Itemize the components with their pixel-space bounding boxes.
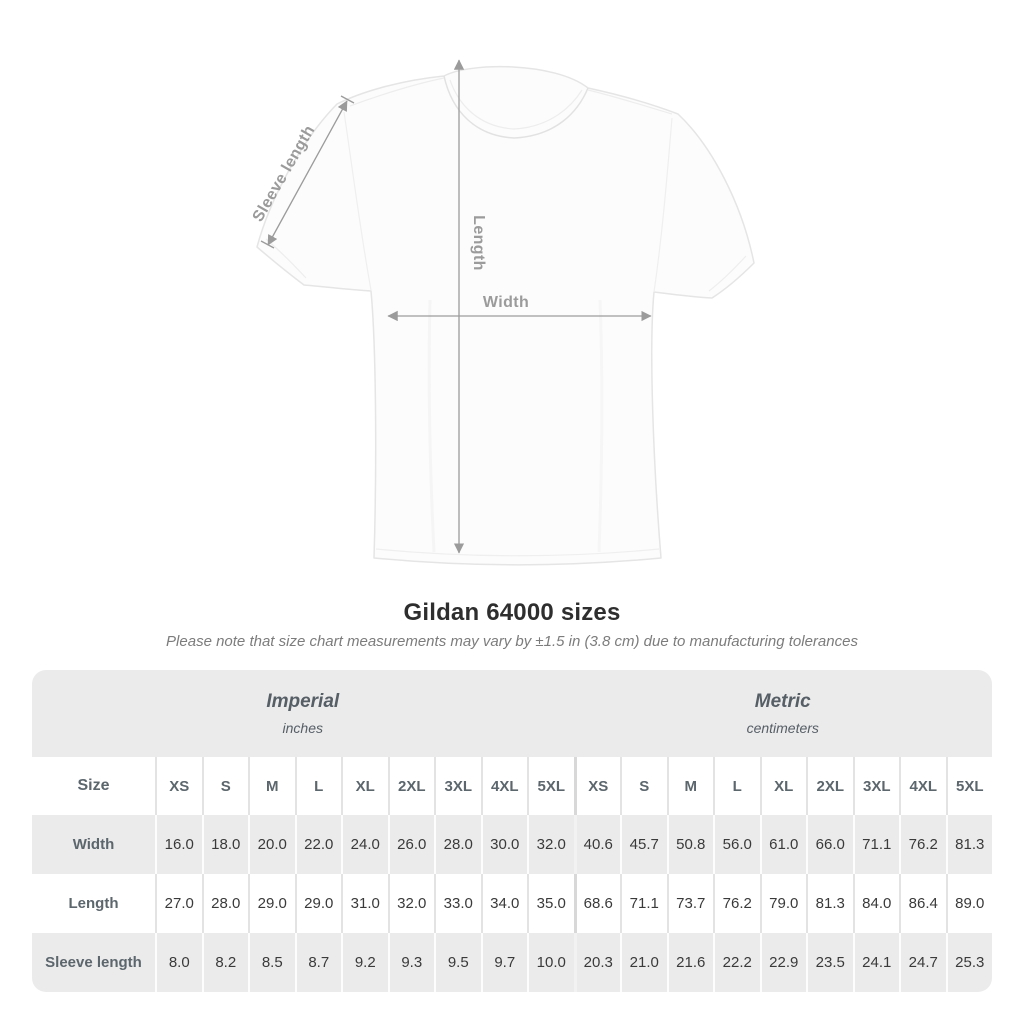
- length-value: 28.0: [201, 874, 248, 933]
- width-value: 56.0: [713, 815, 760, 874]
- size-col-header: 4XL: [480, 757, 527, 815]
- size-col-header: XL: [341, 757, 388, 815]
- size-col-header: XS: [155, 757, 202, 815]
- row-label: Length: [32, 874, 155, 933]
- imperial-header: Imperial inches: [32, 670, 574, 757]
- sleeve-value: 25.3: [945, 933, 992, 992]
- width-value: 20.0: [248, 815, 295, 874]
- sleeve-arrow-end-tick: [340, 95, 355, 104]
- sleeve-value: 8.0: [155, 933, 202, 992]
- sleeve-value: 21.6: [666, 933, 713, 992]
- size-col-header: XS: [573, 757, 620, 815]
- sleeve-value: 9.3: [387, 933, 434, 992]
- measurement-arrows: [260, 59, 652, 554]
- length-value: 32.0: [387, 874, 434, 933]
- sleeve-value: 9.5: [434, 933, 481, 992]
- width-value: 50.8: [666, 815, 713, 874]
- width-value: 40.6: [573, 815, 620, 874]
- width-value: 61.0: [759, 815, 806, 874]
- length-value: 86.4: [899, 874, 946, 933]
- size-col-header: 4XL: [899, 757, 946, 815]
- length-value: 81.3: [806, 874, 853, 933]
- length-value: 33.0: [434, 874, 481, 933]
- width-value: 26.0: [387, 815, 434, 874]
- size-col-header: 3XL: [434, 757, 481, 815]
- page-title: Gildan 64000 sizes: [403, 599, 621, 626]
- sleeve-length-row: Sleeve length 8.0 8.2 8.5 8.7 9.2 9.3 9.…: [32, 933, 992, 992]
- sleeve-value: 22.9: [759, 933, 806, 992]
- size-col-header: S: [201, 757, 248, 815]
- sleeve-value: 8.5: [248, 933, 295, 992]
- imperial-label: Imperial: [266, 691, 340, 712]
- size-col-header: 5XL: [945, 757, 992, 815]
- length-value: 73.7: [666, 874, 713, 933]
- size-col-header: XL: [759, 757, 806, 815]
- sleeve-value: 9.2: [341, 933, 388, 992]
- sleeve-value: 10.0: [527, 933, 574, 992]
- width-value: 28.0: [434, 815, 481, 874]
- sleeve-value: 24.7: [899, 933, 946, 992]
- length-value: 76.2: [713, 874, 760, 933]
- size-col-header: M: [666, 757, 713, 815]
- size-col-header: M: [248, 757, 295, 815]
- size-col-header: 2XL: [387, 757, 434, 815]
- width-value: 71.1: [852, 815, 899, 874]
- tolerance-note: Please note that size chart measurements…: [166, 633, 858, 650]
- sleeve-arrow-end-tick: [260, 240, 275, 249]
- length-value: 27.0: [155, 874, 202, 933]
- sleeve-value: 24.1: [852, 933, 899, 992]
- length-value: 29.0: [248, 874, 295, 933]
- width-value: 32.0: [527, 815, 574, 874]
- sleeve-value: 20.3: [573, 933, 620, 992]
- width-value: 24.0: [341, 815, 388, 874]
- width-annotation: Width: [483, 294, 529, 311]
- width-value: 30.0: [480, 815, 527, 874]
- tshirt-measurement-diagram: Sleeve length Length Width: [250, 59, 755, 566]
- length-value: 29.0: [294, 874, 341, 933]
- length-row: Length 27.0 28.0 29.0 29.0 31.0 32.0 33.…: [32, 874, 992, 933]
- length-value: 79.0: [759, 874, 806, 933]
- size-corner-label: Size: [32, 757, 155, 815]
- width-value: 16.0: [155, 815, 202, 874]
- length-value: 71.1: [620, 874, 667, 933]
- size-col-header: L: [713, 757, 760, 815]
- length-value: 31.0: [341, 874, 388, 933]
- sleeve-value: 22.2: [713, 933, 760, 992]
- size-table: Imperial inches Metric centimeters Size …: [32, 670, 992, 992]
- size-col-header: 2XL: [806, 757, 853, 815]
- width-value: 18.0: [201, 815, 248, 874]
- width-value: 81.3: [945, 815, 992, 874]
- width-value: 45.7: [620, 815, 667, 874]
- row-label: Width: [32, 815, 155, 874]
- length-value: 84.0: [852, 874, 899, 933]
- sleeve-value: 8.2: [201, 933, 248, 992]
- metric-header: Metric centimeters: [573, 670, 992, 757]
- length-value: 35.0: [527, 874, 574, 933]
- size-col-header: S: [620, 757, 667, 815]
- length-value: 89.0: [945, 874, 992, 933]
- sleeve-value: 8.7: [294, 933, 341, 992]
- sleeve-value: 9.7: [480, 933, 527, 992]
- width-value: 76.2: [899, 815, 946, 874]
- metric-label: Metric: [754, 691, 811, 712]
- row-label: Sleeve length: [32, 933, 155, 992]
- imperial-unit: inches: [282, 720, 323, 736]
- length-value: 68.6: [573, 874, 620, 933]
- size-col-header: 3XL: [852, 757, 899, 815]
- unit-header-row: Imperial inches Metric centimeters: [32, 670, 992, 757]
- length-value: 34.0: [480, 874, 527, 933]
- sleeve-length-arrow: [267, 100, 348, 246]
- sleeve-value: 21.0: [620, 933, 667, 992]
- sleeve-value: 23.5: [806, 933, 853, 992]
- width-row: Width 16.0 18.0 20.0 22.0 24.0 26.0 28.0…: [32, 815, 992, 874]
- size-header-row: Size XS S M L XL 2XL 3XL 4XL 5XL XS S M …: [32, 757, 992, 815]
- width-value: 22.0: [294, 815, 341, 874]
- width-value: 66.0: [806, 815, 853, 874]
- length-annotation: Length: [470, 215, 487, 271]
- size-col-header: 5XL: [527, 757, 574, 815]
- metric-unit: centimeters: [746, 720, 819, 736]
- size-col-header: L: [294, 757, 341, 815]
